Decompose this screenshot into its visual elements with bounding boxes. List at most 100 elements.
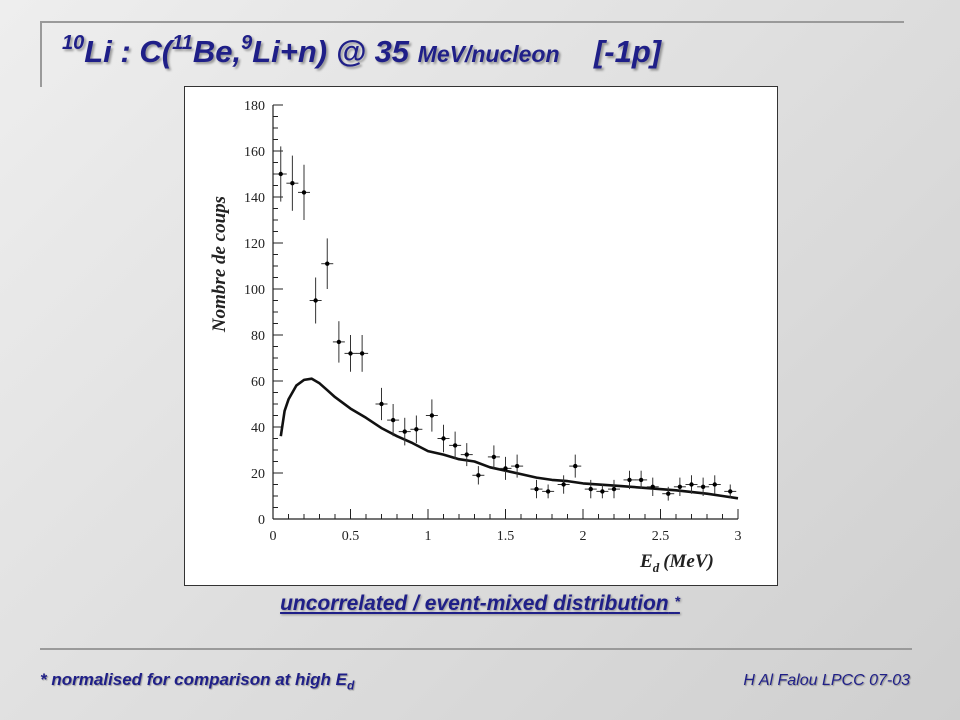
- point-marker: [301, 190, 307, 195]
- y-tick-label: 60: [251, 375, 265, 390]
- x-tick-label: 1: [425, 529, 432, 544]
- point-marker: [588, 486, 593, 492]
- data-point: [499, 456, 512, 480]
- points-layer: [274, 146, 737, 501]
- data-point: [375, 387, 388, 421]
- bottom-rule: [40, 648, 912, 650]
- y-tick-label: 40: [251, 421, 265, 436]
- y-axis-title: Nombre de coups: [209, 196, 230, 333]
- plot-frame: 0 20 40 60 80 100 120 140 160 180 0 0.5 1 1.5 2 2.5 3 No…: [184, 86, 778, 586]
- data-point: [608, 479, 620, 499]
- curve-layer: [279, 377, 739, 500]
- point-marker: [290, 181, 295, 186]
- point-marker: [359, 351, 365, 356]
- y-tick-label: 20: [251, 467, 265, 482]
- data-point: [387, 404, 400, 437]
- point-marker: [677, 484, 683, 489]
- footnote-sub: d: [347, 678, 355, 693]
- data-point: [437, 424, 450, 453]
- chart: 0 20 40 60 80 100 120 140 160 180 0 0.5 1 1.5 2 2.5 3 No…: [209, 99, 742, 575]
- point-marker: [503, 466, 508, 471]
- data-point: [410, 415, 423, 444]
- data-point: [298, 164, 310, 220]
- data-point: [286, 155, 299, 211]
- data-point: [697, 477, 710, 496]
- data-point: [309, 277, 322, 324]
- point-marker: [390, 417, 396, 423]
- title-part-3: Li+n) @ 35: [252, 34, 418, 69]
- data-point: [530, 479, 543, 499]
- point-marker: [278, 171, 283, 177]
- top-rule: [40, 21, 904, 23]
- data-point: [487, 445, 500, 469]
- data-point: [724, 484, 737, 499]
- data-point: [472, 466, 485, 485]
- data-point: [449, 431, 462, 460]
- point-marker: [700, 484, 706, 489]
- x-tick-label: 0: [270, 529, 277, 544]
- data-point: [511, 454, 524, 478]
- point-marker: [313, 298, 318, 303]
- data-point: [673, 477, 686, 496]
- point-marker: [561, 482, 566, 487]
- labels-layer: 0 20 40 60 80 100 120 140 160 180 0 0.5 1 1.5 2 2.5 3: [244, 99, 742, 544]
- slide-title: 10Li : C(11Be,9Li+n) @ 35 MeV/nucleon [-…: [62, 32, 661, 70]
- title-part-2: Be,: [192, 34, 242, 69]
- y-tick-label: 160: [244, 145, 265, 160]
- axes: [272, 104, 739, 520]
- title-mass-number-li10: 10: [62, 32, 85, 54]
- data-point: [398, 417, 411, 446]
- model-curve: [279, 377, 739, 500]
- point-marker: [573, 463, 578, 469]
- point-marker: [452, 443, 458, 448]
- point-marker: [514, 463, 520, 469]
- x-axis-title-sub: d: [653, 560, 660, 575]
- point-marker: [600, 489, 605, 494]
- y-tick-label: 180: [244, 99, 265, 114]
- point-marker: [666, 491, 671, 496]
- point-marker: [611, 486, 617, 492]
- point-marker: [689, 482, 694, 487]
- footnote: * normalised for comparison at high Ed: [40, 670, 354, 692]
- y-tick-label: 0: [258, 513, 265, 528]
- footnote-text: * normalised for comparison at high E: [40, 670, 347, 689]
- data-point: [635, 470, 648, 490]
- x-tick-label: 2.5: [652, 529, 670, 544]
- x-tick-label: 3: [735, 529, 742, 544]
- x-axis-title: Ed (MeV): [639, 551, 714, 575]
- data-point: [662, 486, 675, 501]
- data-point: [623, 470, 636, 490]
- point-marker: [325, 261, 330, 266]
- data-point: [344, 335, 357, 372]
- y-tick-label: 100: [244, 283, 265, 298]
- chart-caption: uncorrelated / event-mixed distribution …: [0, 592, 960, 616]
- point-marker: [650, 484, 655, 489]
- point-marker: [348, 351, 353, 356]
- point-marker: [712, 482, 717, 487]
- y-tick-label: 120: [244, 237, 265, 252]
- data-point: [646, 477, 659, 496]
- x-tick-label: 1.5: [497, 529, 515, 544]
- title-unit: MeV/nucleon: [417, 41, 560, 67]
- data-point: [569, 454, 582, 478]
- data-point: [596, 484, 609, 499]
- point-marker: [476, 473, 481, 478]
- point-marker: [638, 477, 644, 483]
- title-tag: [-1p]: [593, 34, 662, 69]
- y-tick-label: 140: [244, 191, 265, 206]
- point-marker: [627, 477, 632, 483]
- y-tick-label: 80: [251, 329, 265, 344]
- data-point: [332, 321, 345, 363]
- x-axis-title-unit: (MeV): [663, 551, 714, 572]
- point-marker: [379, 401, 384, 407]
- data-point: [685, 475, 698, 494]
- point-marker: [534, 486, 539, 492]
- data-point: [425, 399, 438, 432]
- point-marker: [545, 489, 551, 494]
- data-point: [557, 475, 570, 494]
- x-tick-label: 0.5: [342, 529, 360, 544]
- point-marker: [429, 413, 435, 418]
- data-point: [274, 146, 287, 202]
- caption-star: *: [674, 593, 680, 609]
- data-point: [584, 479, 597, 499]
